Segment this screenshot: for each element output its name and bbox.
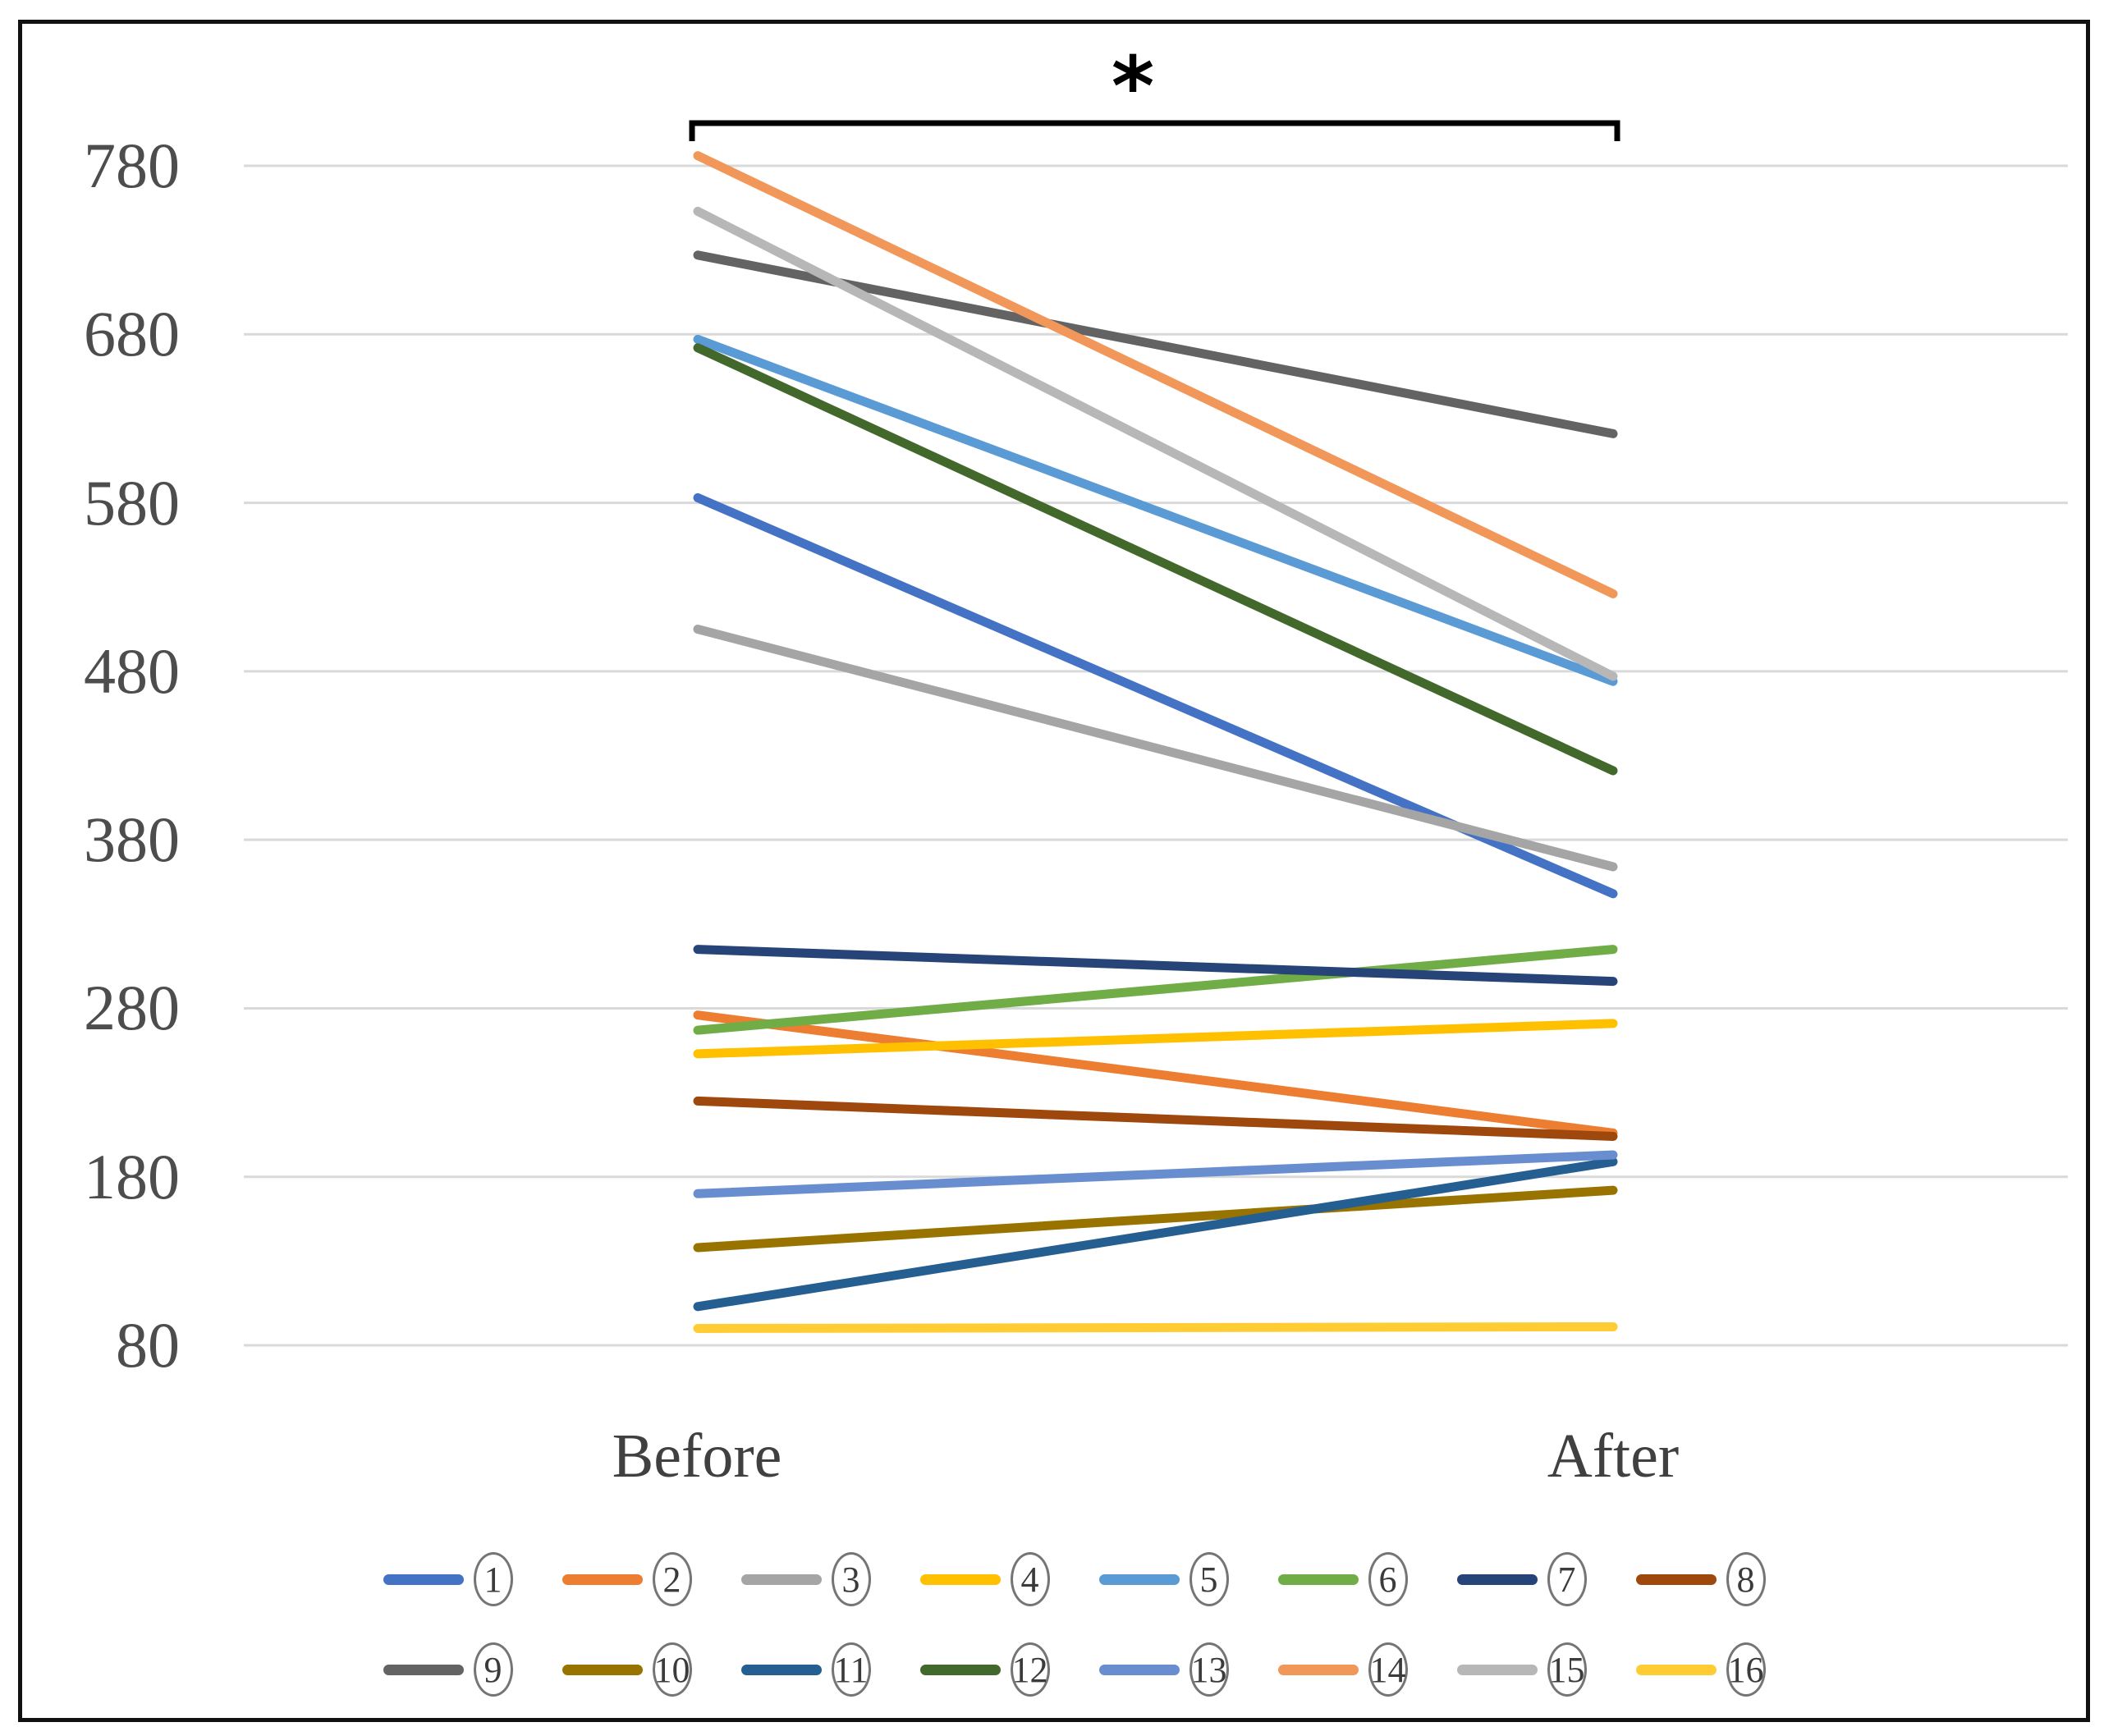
series-line-10	[693, 1185, 1618, 1253]
series-line-4	[693, 1019, 1618, 1059]
legend-entry-14: 14	[1277, 1642, 1408, 1697]
legend-swatch-8	[1635, 1573, 1717, 1585]
legend-entry-11: 11	[740, 1642, 871, 1697]
legend-swatch-5	[1098, 1573, 1180, 1585]
legend-circled-number-8: 8	[1726, 1552, 1766, 1606]
legend-circled-number-4: 4	[1010, 1552, 1050, 1606]
legend-entry-4: 4	[919, 1552, 1050, 1606]
series-line-7	[693, 945, 1618, 987]
legend-circled-number-14: 14	[1368, 1642, 1408, 1697]
series-line-14	[693, 151, 1618, 598]
legend-circled-number-2: 2	[652, 1552, 692, 1606]
legend-row-1: 1 2 3 4 5 6 7 8	[22, 1552, 2104, 1606]
y-tick-label-280: 280	[84, 972, 180, 1044]
series-line-12	[693, 343, 1618, 776]
y-tick-label-780: 780	[84, 130, 180, 201]
y-tick-label-680: 680	[84, 298, 180, 370]
legend-circled-number-12: 12	[1010, 1642, 1050, 1697]
legend-swatch-6	[1277, 1573, 1359, 1585]
series-line-2	[693, 1010, 1618, 1138]
series-line-3	[693, 625, 1618, 872]
legend-swatch-7	[1456, 1573, 1538, 1585]
legend-circled-number-7: 7	[1547, 1552, 1587, 1606]
legend-circled-number-15: 15	[1547, 1642, 1587, 1697]
legend-swatch-10	[562, 1664, 643, 1675]
x-axis-label-before: Before	[612, 1422, 782, 1491]
series-line-8	[693, 1096, 1618, 1141]
legend-swatch-3	[740, 1573, 822, 1585]
legend-swatch-1	[383, 1573, 464, 1585]
legend-entry-5: 5	[1098, 1552, 1229, 1606]
legend-entry-12: 12	[919, 1642, 1050, 1697]
legend-circled-number-6: 6	[1368, 1552, 1408, 1606]
legend-entry-10: 10	[562, 1642, 692, 1697]
x-axis-label-after: After	[1547, 1422, 1680, 1491]
legend-swatch-14	[1277, 1664, 1359, 1675]
legend-entry-8: 8	[1635, 1552, 1766, 1606]
legend-swatch-15	[1456, 1664, 1538, 1675]
legend: 1 2 3 4 5 6 7 8 9 10 11 12 13 14 15 16	[22, 1552, 2104, 1733]
series-line-15	[693, 206, 1618, 681]
legend-circled-number-13: 13	[1189, 1642, 1229, 1697]
legend-swatch-12	[919, 1664, 1001, 1675]
legend-entry-7: 7	[1456, 1552, 1587, 1606]
legend-circled-number-16: 16	[1726, 1642, 1766, 1697]
chart-frame: 780 680 580 480 380 280 180 80 Before After * 1…	[18, 20, 2090, 1722]
series-line-6	[693, 945, 1618, 1035]
legend-entry-9: 9	[383, 1642, 513, 1697]
y-tick-label-80: 80	[116, 1309, 180, 1381]
legend-circled-number-1: 1	[473, 1552, 513, 1606]
legend-row-2: 9 10 11 12 13 14 15 16	[22, 1642, 2104, 1697]
legend-entry-16: 16	[1635, 1642, 1766, 1697]
series-line-5	[693, 334, 1618, 686]
plot-area	[244, 120, 2068, 1347]
y-tick-label-180: 180	[84, 1140, 180, 1212]
significance-asterisk: *	[1111, 39, 1155, 135]
series-line-13	[693, 1150, 1618, 1198]
legend-entry-13: 13	[1098, 1642, 1229, 1697]
y-tick-label-580: 580	[84, 466, 180, 538]
legend-circled-number-3: 3	[831, 1552, 871, 1606]
legend-circled-number-10: 10	[652, 1642, 692, 1697]
y-tick-label-380: 380	[84, 804, 180, 876]
legend-swatch-13	[1098, 1664, 1180, 1675]
legend-entry-1: 1	[383, 1552, 513, 1606]
legend-swatch-11	[740, 1664, 822, 1675]
legend-swatch-2	[562, 1573, 643, 1585]
legend-entry-15: 15	[1456, 1642, 1587, 1697]
significance-bracket	[689, 120, 1620, 141]
legend-swatch-4	[919, 1573, 1001, 1585]
legend-entry-2: 2	[562, 1552, 692, 1606]
legend-swatch-16	[1635, 1664, 1717, 1675]
series-line-16	[693, 1321, 1618, 1334]
legend-circled-number-5: 5	[1189, 1552, 1229, 1606]
legend-circled-number-11: 11	[831, 1642, 871, 1697]
legend-circled-number-9: 9	[473, 1642, 513, 1697]
legend-swatch-9	[383, 1664, 464, 1675]
legend-entry-3: 3	[740, 1552, 871, 1606]
legend-entry-6: 6	[1277, 1552, 1408, 1606]
y-tick-label-480: 480	[84, 634, 180, 707]
series-line-11	[693, 1157, 1618, 1312]
